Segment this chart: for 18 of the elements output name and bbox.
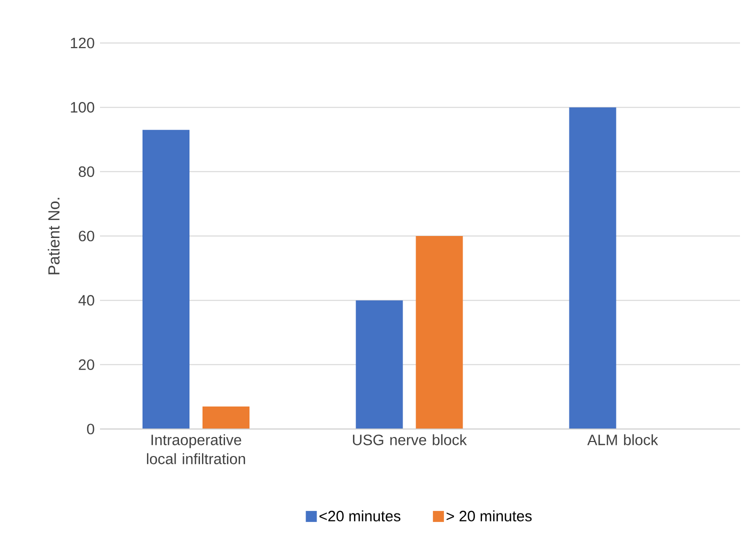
bar xyxy=(142,130,190,429)
y-tick-label: 60 xyxy=(78,230,94,242)
y-tick-label: 100 xyxy=(70,102,94,113)
x-tick-label: ALM block xyxy=(587,434,658,446)
legend-label: <20 minutes xyxy=(320,510,400,522)
bar xyxy=(202,406,250,429)
bar xyxy=(416,236,463,429)
x-tick-label: USG nerve block xyxy=(352,434,467,446)
bar xyxy=(356,300,403,429)
legend-label: > 20 minutes xyxy=(446,510,532,522)
y-tick-label: 80 xyxy=(78,166,94,177)
y-tick-label: 0 xyxy=(87,424,94,434)
bar xyxy=(569,107,616,429)
y-tick-label: 20 xyxy=(78,359,94,370)
y-axis-title: Patient No. xyxy=(48,198,60,274)
y-tick-label: 120 xyxy=(70,38,94,48)
x-tick-label: Intraoperative local infiltration xyxy=(146,434,246,464)
y-tick-label: 40 xyxy=(78,295,94,306)
